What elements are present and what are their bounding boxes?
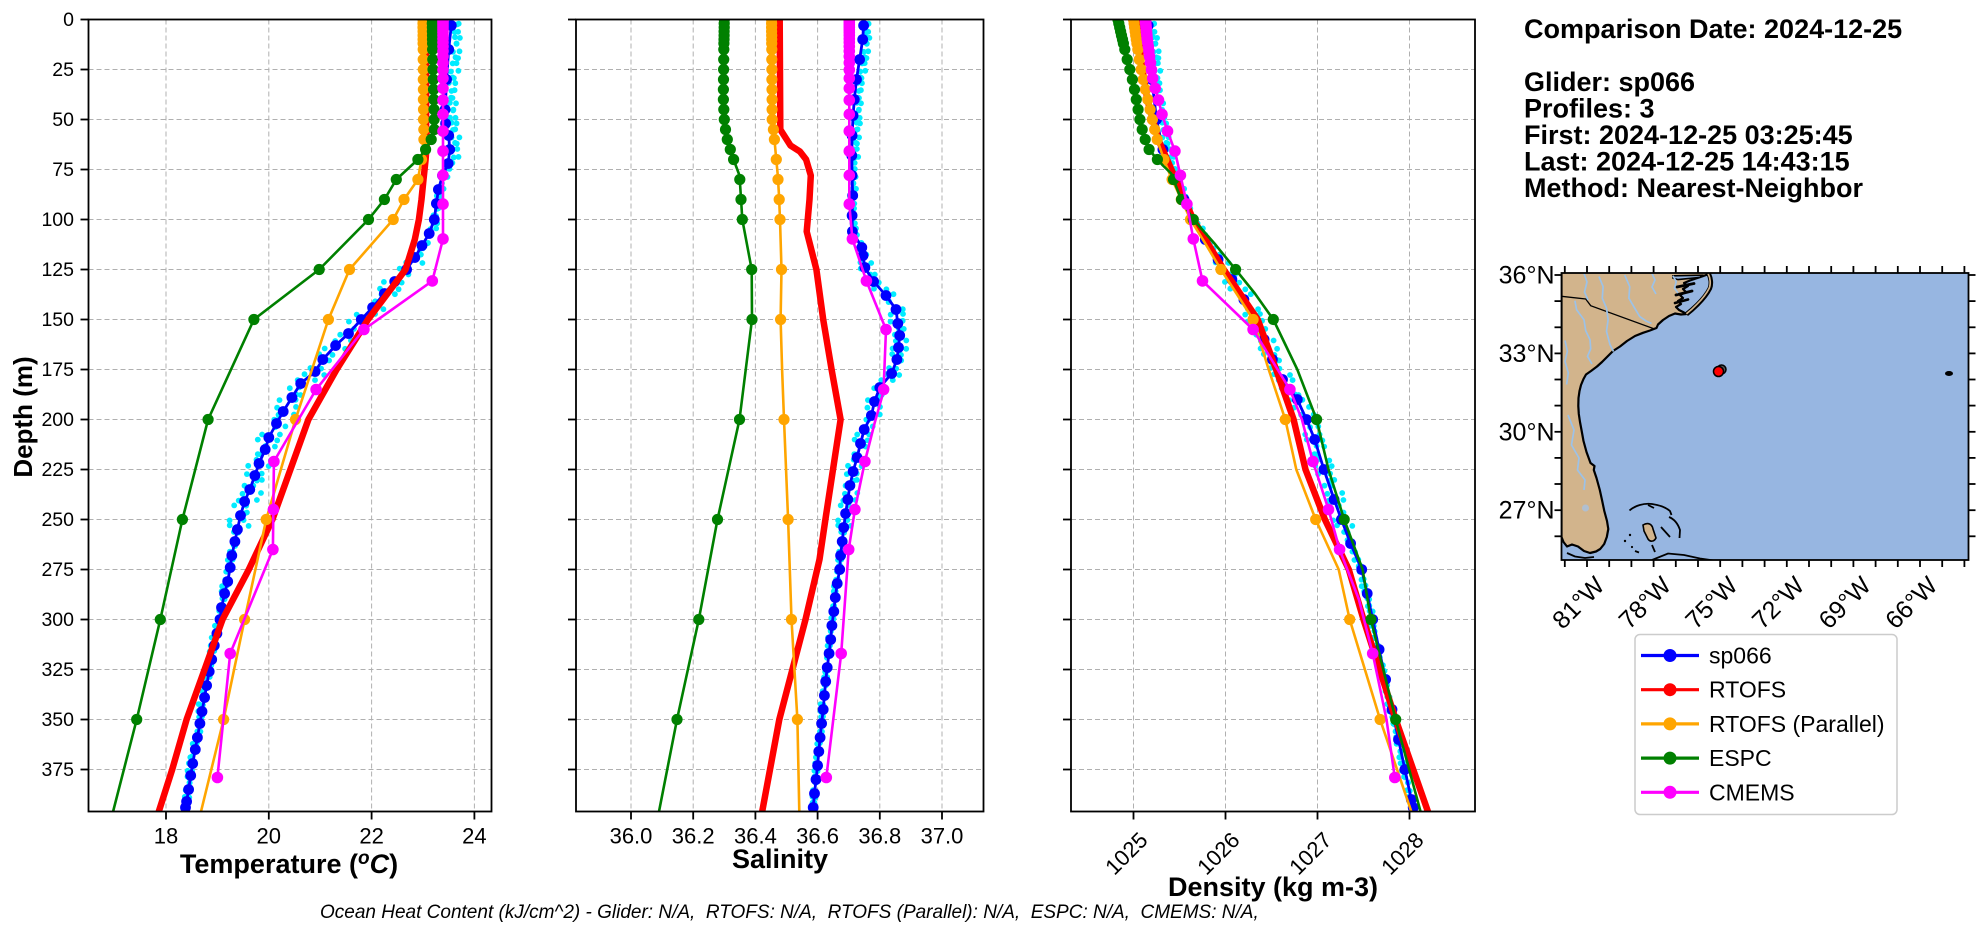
- svg-text:30°N: 30°N: [1499, 418, 1555, 446]
- svg-text:33°N: 33°N: [1499, 340, 1555, 368]
- svg-text:36.6: 36.6: [796, 824, 839, 849]
- svg-text:225: 225: [41, 459, 74, 481]
- svg-text:325: 325: [41, 659, 74, 681]
- svg-text:CMEMS: CMEMS: [1709, 779, 1795, 805]
- svg-text:Profiles: 3: Profiles: 3: [1524, 94, 1655, 124]
- svg-text:36.0: 36.0: [610, 824, 653, 849]
- svg-text:Glider: sp066: Glider: sp066: [1524, 67, 1695, 97]
- svg-text:175: 175: [41, 359, 74, 381]
- svg-text:18: 18: [154, 824, 178, 849]
- svg-text:200: 200: [41, 409, 74, 431]
- svg-text:First: 2024-12-25 03:25:45: First: 2024-12-25 03:25:45: [1524, 120, 1853, 150]
- svg-text:sp066: sp066: [1709, 643, 1772, 669]
- svg-text:RTOFS (Parallel): RTOFS (Parallel): [1709, 711, 1885, 737]
- svg-text:Comparison Date: 2024-12-25: Comparison Date: 2024-12-25: [1524, 14, 1902, 44]
- svg-text:300: 300: [41, 609, 74, 631]
- svg-text:25: 25: [52, 59, 74, 81]
- svg-text:350: 350: [41, 709, 74, 731]
- svg-text:50: 50: [52, 109, 74, 131]
- svg-text:250: 250: [41, 509, 74, 531]
- svg-text:Density (kg m-3): Density (kg m-3): [1168, 872, 1378, 902]
- svg-text:20: 20: [257, 824, 281, 849]
- svg-text:100: 100: [41, 209, 74, 231]
- svg-text:36.4: 36.4: [734, 824, 777, 849]
- svg-text:ESPC: ESPC: [1709, 745, 1772, 771]
- svg-text:36.8: 36.8: [858, 824, 901, 849]
- svg-text:Method: Nearest-Neighbor: Method: Nearest-Neighbor: [1524, 173, 1864, 203]
- svg-text:Last: 2024-12-25 14:43:15: Last: 2024-12-25 14:43:15: [1524, 147, 1850, 177]
- svg-text:0: 0: [63, 9, 74, 31]
- svg-text:36°N: 36°N: [1499, 262, 1555, 290]
- svg-text:37.0: 37.0: [921, 824, 964, 849]
- svg-text:275: 275: [41, 559, 74, 581]
- svg-text:150: 150: [41, 309, 74, 331]
- svg-text:22: 22: [359, 824, 383, 849]
- svg-text:27°N: 27°N: [1499, 497, 1555, 525]
- svg-text:RTOFS: RTOFS: [1709, 677, 1786, 703]
- svg-text:Salinity: Salinity: [732, 844, 828, 874]
- svg-text:24: 24: [462, 824, 486, 849]
- svg-text:36.2: 36.2: [672, 824, 715, 849]
- svg-text:75: 75: [52, 159, 74, 181]
- svg-text:Ocean Heat Content (kJ/cm^2) -: Ocean Heat Content (kJ/cm^2) - Glider: N…: [320, 902, 1259, 923]
- svg-text:125: 125: [41, 259, 74, 281]
- svg-text:Depth (m): Depth (m): [8, 356, 38, 477]
- svg-text:375: 375: [41, 759, 74, 781]
